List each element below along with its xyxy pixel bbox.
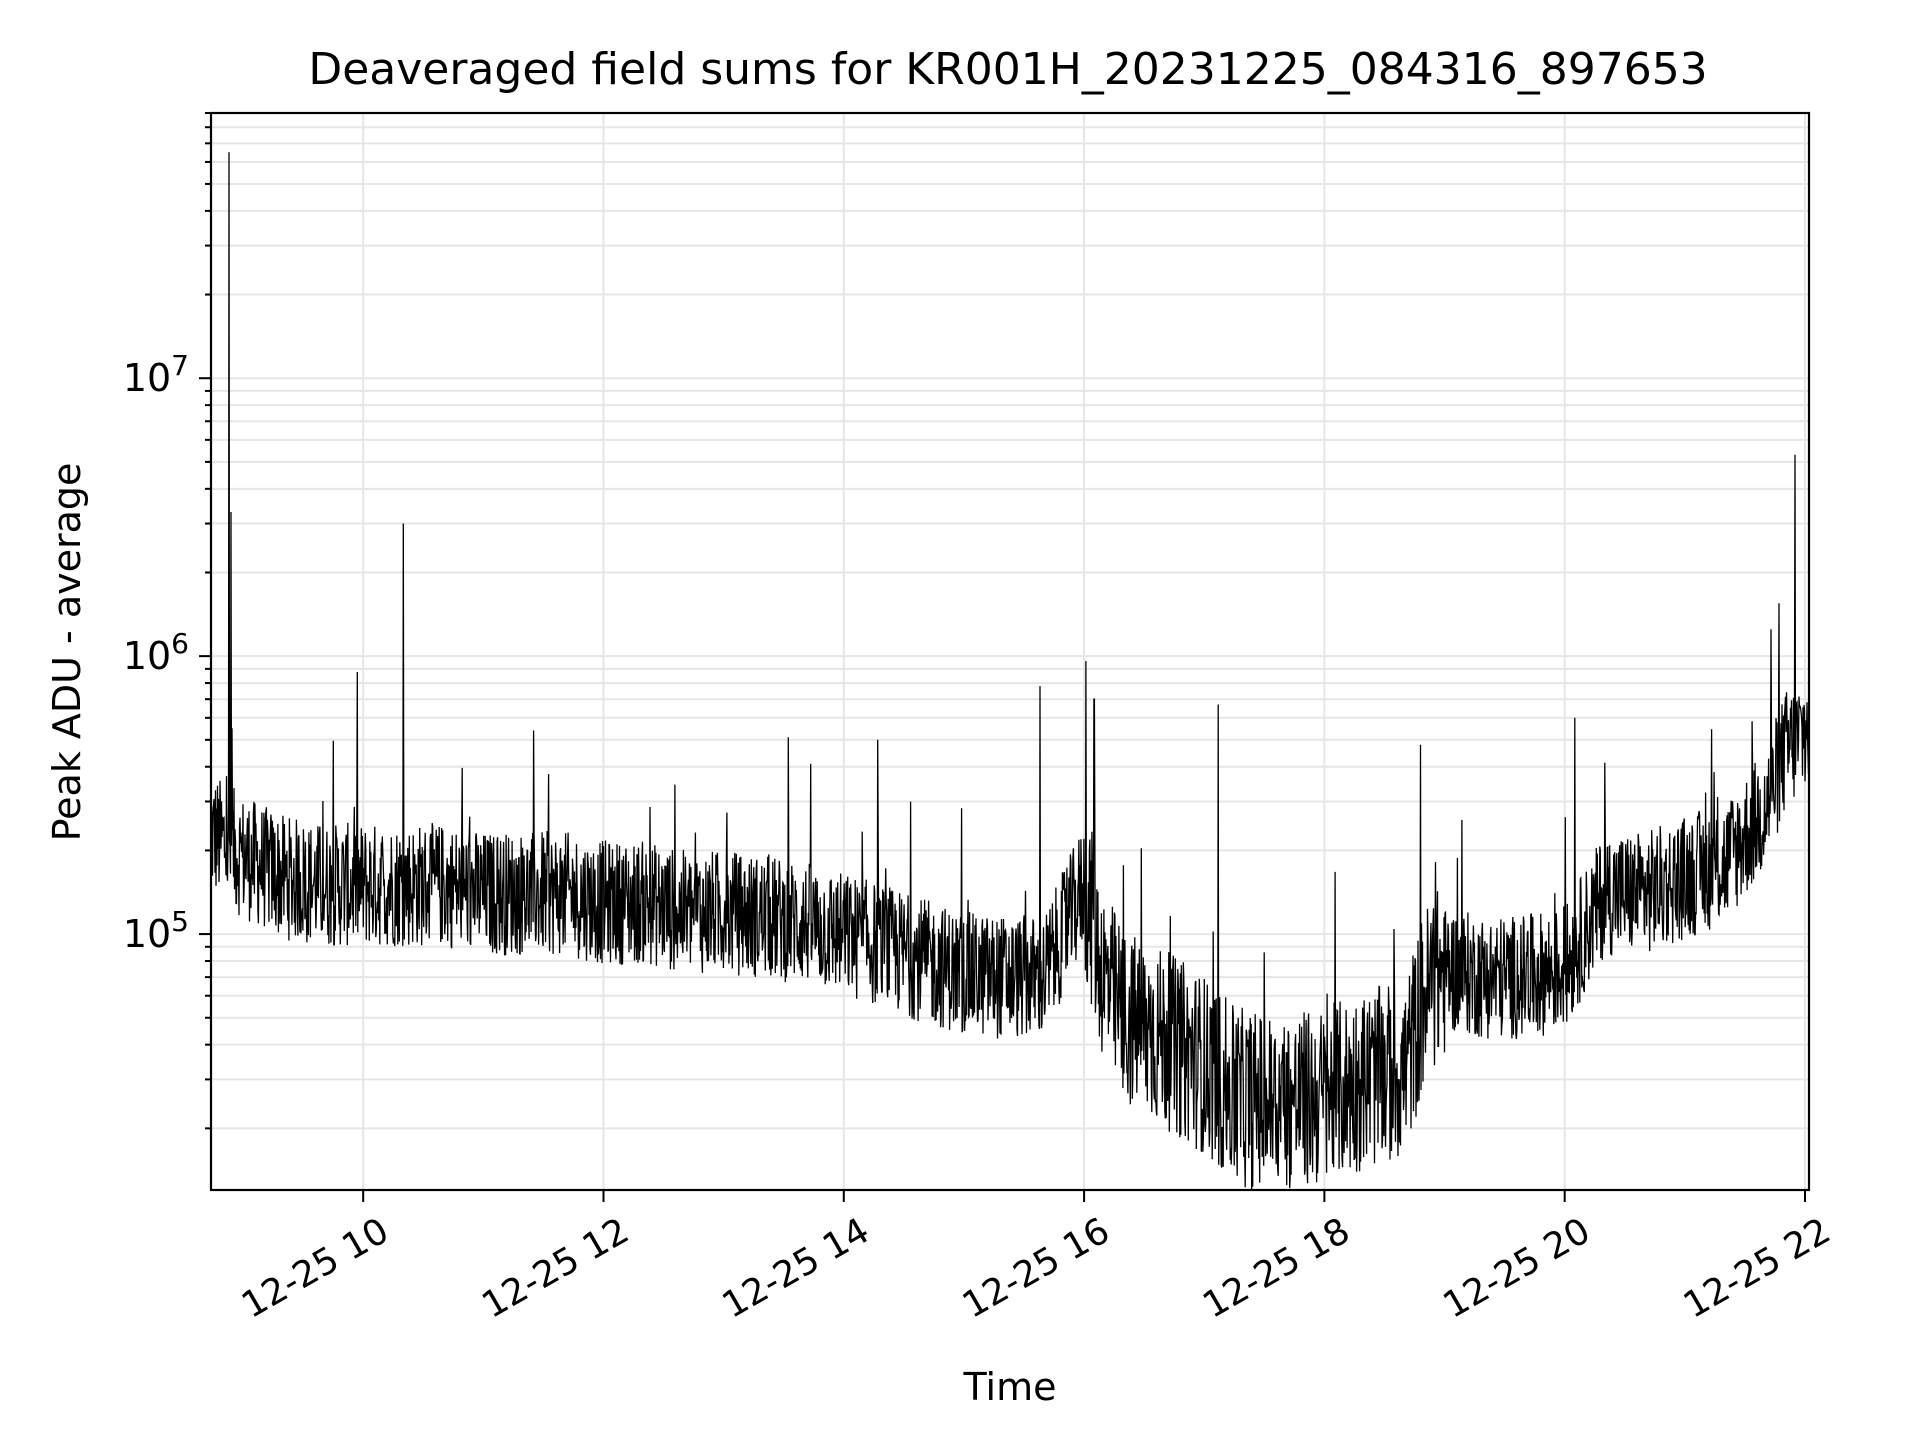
- plot-frame: [209, 111, 1811, 1192]
- y-tick-label: 105: [123, 905, 189, 956]
- x-tick-label: 12-25 18: [1196, 1210, 1357, 1326]
- series-line: [211, 152, 1809, 1190]
- x-tick-label: 12-25 14: [716, 1210, 877, 1326]
- x-tick-label: 12-25 12: [475, 1210, 636, 1326]
- x-axis: 12-25 10 12-25 12 12-25 14 12-25 16 12-25 18…: [235, 1190, 1837, 1327]
- x-tick-label: 12-25 22: [1677, 1210, 1838, 1326]
- y-axis-label: Peak ADU - average: [45, 463, 89, 842]
- plot-area: [211, 152, 1809, 1190]
- grid: [211, 112, 1809, 1190]
- x-tick-label: 12-25 20: [1437, 1210, 1598, 1326]
- chart-title: Deaveraged field sums for KR001H_2023122…: [308, 44, 1707, 95]
- x-tick-label: 12-25 16: [956, 1210, 1117, 1326]
- x-axis-label: Time: [963, 1365, 1057, 1409]
- y-tick-label: 107: [123, 349, 189, 400]
- y-axis: 105 106 107: [123, 112, 211, 1130]
- x-tick-label: 12-25 10: [235, 1210, 396, 1326]
- y-tick-label: 106: [123, 627, 189, 678]
